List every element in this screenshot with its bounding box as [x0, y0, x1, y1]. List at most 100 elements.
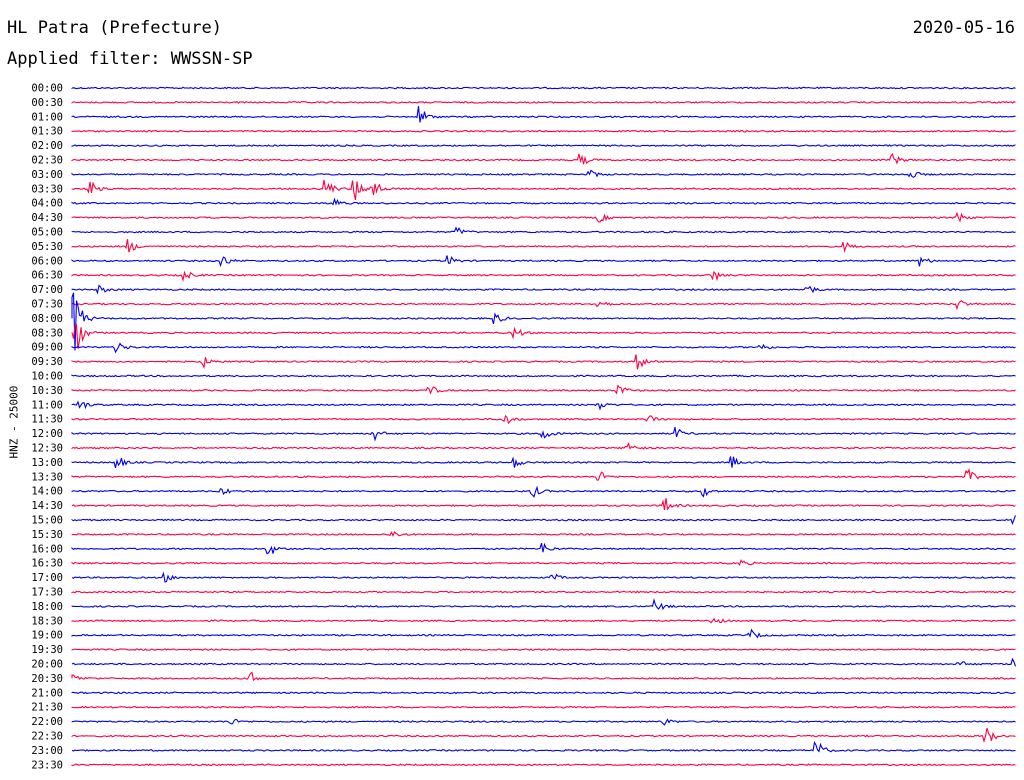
tick-label-2230: 22:30 [31, 731, 63, 743]
tick-label-0300: 03:00 [31, 169, 63, 181]
trace-0300 [71, 169, 1016, 178]
trace-0000 [71, 86, 1016, 90]
trace-0200 [71, 144, 1016, 148]
tick-label-0430: 04:30 [31, 212, 63, 224]
tick-label-1200: 12:00 [31, 428, 63, 440]
trace-1530 [71, 531, 1016, 537]
seismogram-traces [71, 86, 1017, 767]
trace-1700 [71, 571, 1016, 583]
tick-label-1230: 12:30 [31, 443, 63, 455]
tick-label-1600: 16:00 [31, 543, 63, 555]
trace-1330 [71, 468, 1016, 481]
tick-label-1000: 10:00 [31, 371, 63, 383]
trace-0230 [71, 152, 1016, 165]
trace-1000 [71, 374, 1016, 378]
tick-label-1800: 18:00 [31, 601, 63, 613]
tick-label-2200: 22:00 [31, 716, 63, 728]
tick-label-1400: 14:00 [31, 486, 63, 498]
tick-label-0330: 03:30 [31, 183, 63, 195]
trace-2200 [71, 718, 1016, 726]
tick-label-2030: 20:30 [31, 673, 63, 685]
tick-label-0130: 01:30 [31, 126, 63, 138]
filter-label: Applied filter: WWSSN-SP [7, 49, 253, 69]
trace-1830 [71, 617, 1016, 624]
trace-1230 [71, 441, 1016, 450]
trace-0600 [71, 255, 1016, 268]
trace-0100 [71, 106, 1016, 123]
record-date: 2020-05-16 [912, 18, 1015, 38]
trace-1100 [71, 400, 1016, 411]
trace-1800 [71, 598, 1016, 611]
tick-label-1900: 19:00 [31, 630, 63, 642]
trace-1430 [71, 498, 1016, 511]
tick-label-1300: 13:00 [31, 457, 63, 469]
tick-label-2300: 23:00 [31, 745, 63, 757]
trace-0730 [71, 299, 1016, 311]
trace-1930 [71, 648, 1016, 652]
trace-0900 [71, 342, 1016, 354]
trace-1300 [71, 456, 1016, 468]
trace-1030 [71, 384, 1016, 395]
trace-1500 [71, 515, 1017, 526]
trace-1730 [71, 590, 1016, 594]
trace-2300 [71, 740, 1016, 753]
tick-label-1830: 18:30 [31, 615, 63, 627]
trace-0930 [71, 354, 1016, 370]
tick-label-1030: 10:30 [31, 385, 63, 397]
tick-label-2130: 21:30 [31, 702, 63, 714]
trace-0830 [71, 324, 1016, 349]
station-title: HL Patra (Prefecture) [7, 18, 222, 38]
tick-label-0530: 05:30 [31, 241, 63, 253]
trace-0700 [71, 284, 1016, 295]
tick-label-1500: 15:00 [31, 515, 63, 527]
tick-label-0500: 05:00 [31, 227, 63, 239]
tick-label-1730: 17:30 [31, 587, 63, 599]
trace-2330 [71, 763, 1016, 767]
trace-1130 [71, 414, 1016, 425]
trace-2000 [71, 657, 1017, 667]
trace-0330 [71, 179, 1016, 201]
tick-label-1330: 13:30 [31, 471, 63, 483]
tick-label-0900: 09:00 [31, 342, 63, 354]
tick-label-1930: 19:30 [31, 644, 63, 656]
tick-label-1630: 16:30 [31, 558, 63, 570]
tick-label-0700: 07:00 [31, 284, 63, 296]
trace-2030 [71, 671, 1016, 682]
tick-label-2100: 21:00 [31, 687, 63, 699]
tick-label-0230: 02:30 [31, 155, 63, 167]
tick-label-0800: 08:00 [31, 313, 63, 325]
tick-label-1430: 14:30 [31, 500, 63, 512]
trace-0500 [71, 226, 1016, 235]
tick-label-0600: 06:00 [31, 255, 63, 267]
tick-label-0730: 07:30 [31, 299, 63, 311]
tick-label-0630: 06:30 [31, 270, 63, 282]
trace-0130 [71, 129, 1016, 133]
tick-label-2000: 20:00 [31, 659, 63, 671]
time-tick-labels: 00:00 00:30 01:00 01:30 02:00 02:30 03:00 03:30… [31, 83, 63, 772]
trace-2230 [71, 727, 1016, 744]
trace-0800 [71, 292, 1016, 351]
tick-label-0200: 02:00 [31, 140, 63, 152]
trace-0030 [71, 100, 1016, 104]
tick-label-0000: 00:00 [31, 83, 63, 95]
trace-1400 [71, 485, 1016, 498]
tick-label-1700: 17:00 [31, 572, 63, 584]
tick-label-0930: 09:30 [31, 356, 63, 368]
tick-label-0400: 04:00 [31, 198, 63, 210]
trace-2130 [71, 705, 1016, 709]
trace-1600 [71, 542, 1016, 555]
tick-label-1100: 11:00 [31, 399, 63, 411]
tick-label-1530: 15:30 [31, 529, 63, 541]
trace-0630 [71, 270, 1016, 283]
tick-label-0030: 00:30 [31, 97, 63, 109]
trace-0400 [71, 197, 1016, 206]
trace-1630 [71, 559, 1016, 567]
tick-label-1130: 11:30 [31, 414, 63, 426]
tick-label-0830: 08:30 [31, 327, 63, 339]
tick-label-0100: 01:00 [31, 111, 63, 123]
trace-1200 [71, 426, 1016, 442]
trace-0430 [71, 211, 1016, 223]
tick-label-2330: 23:30 [31, 759, 63, 771]
trace-0530 [71, 239, 1016, 253]
